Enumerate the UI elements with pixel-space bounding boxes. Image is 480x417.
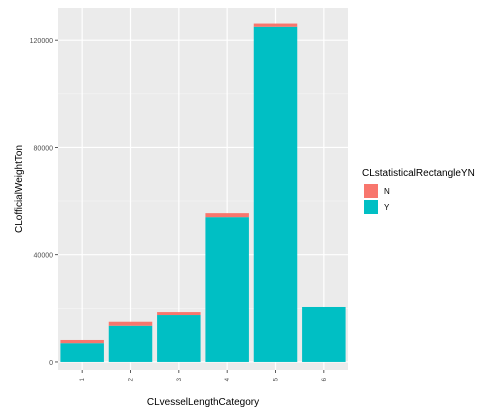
x-tick-label: 2 [129, 377, 135, 381]
legend-key-n [364, 184, 378, 198]
x-tick-label: 6 [322, 377, 328, 381]
legend-key-y [364, 200, 378, 214]
legend: CLstatisticalRectangleYN N Y [362, 168, 475, 214]
x-tick-label: 4 [225, 377, 231, 381]
panel-background [58, 8, 348, 370]
legend-title: CLstatisticalRectangleYN [362, 168, 475, 179]
x-tick-label: 5 [274, 377, 280, 381]
y-tick-label: 0 [49, 360, 53, 367]
bar-segment-n [60, 339, 104, 344]
y-axis-title: CLofficialWeightTon [14, 145, 25, 233]
bar-segment-n [157, 312, 201, 316]
bar-segment-y [60, 343, 104, 362]
x-tick-label: 3 [177, 377, 183, 381]
bar-segment-y [205, 217, 249, 362]
bar-segment-y [157, 315, 201, 362]
bar-segment-n [253, 23, 298, 27]
bars [60, 23, 346, 362]
y-tick-label: 40000 [34, 253, 54, 260]
x-axis-title: CLvesselLengthCategory [147, 397, 259, 408]
y-axis: 0 40000 80000 120000 [30, 38, 58, 367]
bar-segment-n [205, 213, 249, 218]
bar-segment-y [108, 325, 153, 362]
y-tick-label: 80000 [34, 145, 54, 152]
legend-label-n: N [384, 187, 390, 196]
legend-label-y: Y [384, 203, 390, 212]
bar-segment-n [108, 321, 153, 326]
bar-segment-y [253, 26, 298, 362]
x-tick-label: 1 [80, 377, 86, 381]
bar-segment-y [302, 306, 346, 362]
x-axis: 1 2 3 4 5 6 [80, 370, 328, 381]
y-tick-label: 120000 [30, 38, 53, 45]
